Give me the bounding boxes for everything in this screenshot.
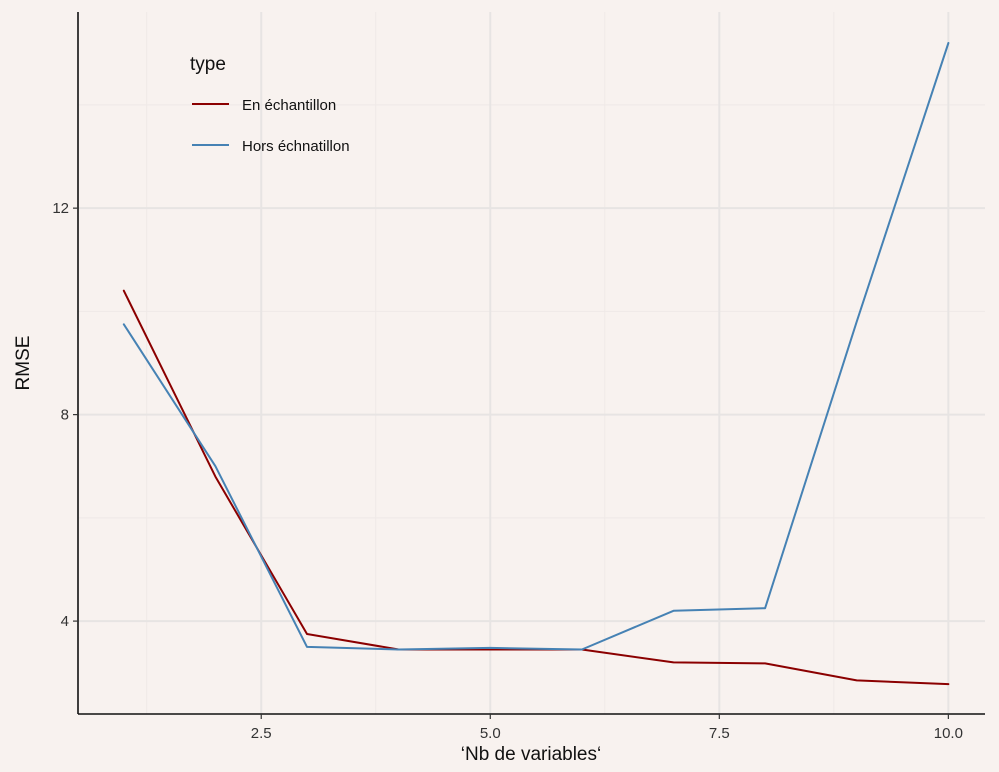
tick-labels: 2.5 5.0 7.5 10.0 4 8 12 [52,200,963,742]
x-tick-label: 5.0 [480,725,501,742]
axes [77,12,985,715]
x-axis-title: ‘Nb de variables‘ [461,744,601,765]
y-tick-label: 8 [61,407,69,424]
y-tick-label: 12 [52,200,69,217]
x-tick-label: 10.0 [934,725,963,742]
legend-label-series-1: En échantillon [242,97,336,114]
series-line-1 [122,289,950,686]
y-tick-label: 4 [61,613,69,630]
series-lines [122,42,950,686]
x-tick-label: 2.5 [251,725,272,742]
grid-lines [78,12,985,714]
legend-title: type [190,54,226,75]
y-axis-title: RMSE [13,336,34,391]
legend-label-series-2: Hors échnatillon [242,138,350,155]
legend: type En échantillon Hors échnatillon [190,54,350,155]
x-tick-label: 7.5 [709,725,730,742]
series-line-2 [122,42,950,651]
